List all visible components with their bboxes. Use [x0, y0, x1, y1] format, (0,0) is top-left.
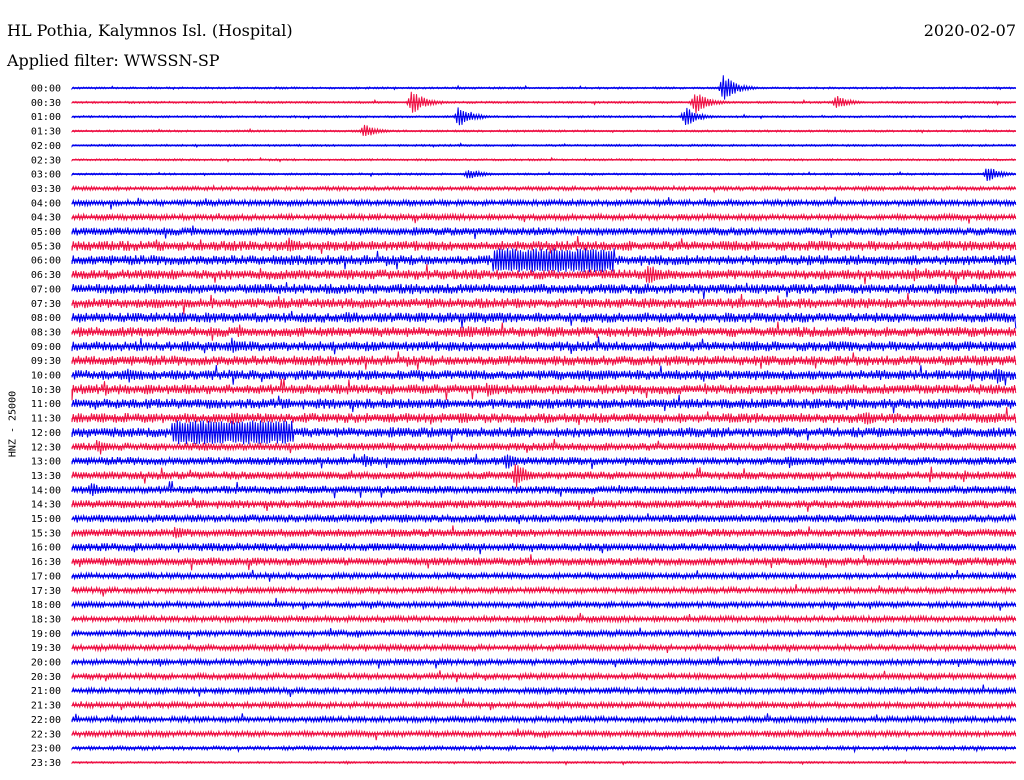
- chart-title: HL Pothia, Kalymnos Isl. (Hospital): [7, 21, 293, 40]
- row-tick-label: 12:00: [31, 428, 61, 439]
- trace-row: [71, 321, 1017, 341]
- row-tick-label: 05:00: [31, 227, 61, 238]
- row-tick-label: 06:00: [31, 256, 61, 267]
- row-tick-label: 20:30: [31, 672, 61, 683]
- row-tick-label: 01:00: [31, 112, 61, 123]
- row-tick-label: 16:00: [31, 543, 61, 554]
- row-tick-label: 14:00: [31, 485, 61, 496]
- trace-row: [71, 336, 1017, 355]
- row-tick-label: 17:30: [31, 586, 61, 597]
- row-tick-label: 00:30: [31, 98, 61, 109]
- trace-row: [71, 713, 1017, 725]
- chart-date: 2020-02-07: [923, 21, 1016, 40]
- row-tick-label: 03:00: [31, 170, 61, 181]
- trace-row: [71, 612, 1017, 624]
- row-tick-label: 11:00: [31, 399, 61, 410]
- chart-subtitle: Applied filter: WWSSN-SP: [7, 51, 220, 70]
- row-tick-label: 10:30: [31, 385, 61, 396]
- trace-row: [71, 481, 1017, 499]
- row-tick-label: 21:30: [31, 701, 61, 712]
- row-tick-label: 18:00: [31, 600, 61, 611]
- trace-row: [71, 212, 1017, 224]
- row-tick-label: 09:00: [31, 342, 61, 353]
- row-tick-label: 15:30: [31, 528, 61, 539]
- trace-row: [71, 364, 1017, 386]
- row-tick-label: 04:00: [31, 198, 61, 209]
- trace-row: [71, 378, 1017, 401]
- row-tick-label: 23:30: [31, 758, 61, 769]
- row-tick-label: 03:30: [31, 184, 61, 195]
- row-tick-label: 04:30: [31, 213, 61, 224]
- row-tick-label: 14:30: [31, 500, 61, 511]
- row-tick-label: 16:30: [31, 557, 61, 568]
- row-tick-label: 00:00: [31, 84, 61, 95]
- row-tick-label: 08:00: [31, 313, 61, 324]
- row-tick-label: 07:30: [31, 299, 61, 310]
- row-tick-label: 17:00: [31, 571, 61, 582]
- row-tick-label: 22:30: [31, 729, 61, 740]
- row-tick-label: 08:30: [31, 327, 61, 338]
- row-tick-label: 18:30: [31, 614, 61, 625]
- row-tick-label: 19:30: [31, 643, 61, 654]
- row-tick-label: 06:30: [31, 270, 61, 281]
- trace-row: [71, 525, 1017, 539]
- row-tick-label: 22:00: [31, 715, 61, 726]
- trace-row: [71, 407, 1017, 426]
- row-tick-label: 09:30: [31, 356, 61, 367]
- row-tick-label: 11:30: [31, 414, 61, 425]
- row-tick-label: 13:00: [31, 457, 61, 468]
- row-tick-label: 07:00: [31, 284, 61, 295]
- trace-row: [71, 282, 1017, 300]
- row-tick-label: 13:30: [31, 471, 61, 482]
- row-tick-label: 10:00: [31, 371, 61, 382]
- trace-row: [71, 642, 1017, 653]
- trace-row: [71, 310, 1017, 329]
- row-tick-label: 15:00: [31, 514, 61, 525]
- trace-row: [71, 453, 1017, 470]
- row-tick-label: 02:00: [31, 141, 61, 152]
- row-tick-label: 23:00: [31, 744, 61, 755]
- row-tick-label: 05:30: [31, 241, 61, 252]
- row-tick-label: 20:00: [31, 658, 61, 669]
- row-tick-label: 02:30: [31, 155, 61, 166]
- row-tick-label: 21:00: [31, 686, 61, 697]
- trace-group: [71, 75, 1017, 766]
- row-tick-label: 01:30: [31, 127, 61, 138]
- row-tick-label: 19:00: [31, 629, 61, 640]
- row-tick-label: 12:30: [31, 442, 61, 453]
- tick-label-group: 00:00 00:30 01:00 01:30 02:00 02:30 03:00 03:30…: [31, 84, 61, 769]
